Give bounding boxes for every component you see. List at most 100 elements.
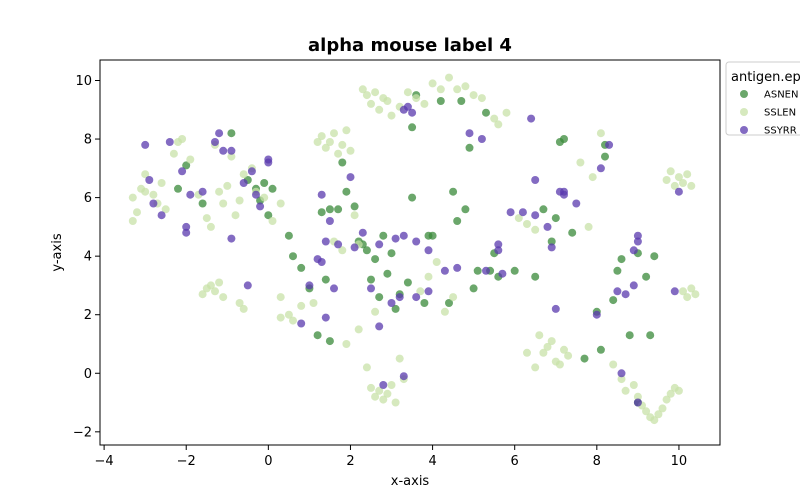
point-sslen-35 (219, 293, 228, 302)
point-ssyrr-79 (633, 231, 642, 240)
point-sslen-124 (383, 389, 392, 398)
point-asnen-17 (325, 205, 334, 214)
point-sslen-120 (367, 383, 375, 392)
point-sslen-58 (371, 88, 380, 97)
legend-label-asnen: ASNEN (764, 90, 798, 101)
point-sslen-131 (449, 293, 458, 302)
point-sslen-70 (453, 85, 462, 94)
point-sslen-139 (338, 246, 347, 255)
point-ssyrr-29 (330, 284, 338, 293)
point-sslen-92 (588, 173, 597, 182)
point-sslen-8 (169, 149, 178, 158)
y-tick-label-3: 4 (84, 250, 92, 265)
y-tick-label-0: −2 (73, 425, 92, 440)
point-ssyrr-45 (408, 108, 417, 117)
point-sslen-129 (362, 363, 371, 372)
point-sslen-126 (391, 398, 400, 407)
point-asnen-16 (321, 275, 330, 284)
point-ssyrr-80 (617, 369, 626, 378)
point-sslen-72 (469, 91, 478, 100)
point-ssyrr-40 (391, 234, 400, 243)
point-ssyrr-27 (321, 237, 330, 246)
point-sslen-37 (239, 304, 248, 313)
point-sslen-78 (523, 220, 531, 228)
point-ssyrr-37 (375, 240, 384, 249)
point-asnen-29 (379, 231, 388, 240)
point-ssyrr-2 (149, 199, 158, 208)
point-sslen-1 (133, 208, 141, 217)
point-sslen-79 (531, 225, 540, 234)
point-sslen-73 (477, 94, 486, 103)
point-sslen-68 (436, 85, 445, 94)
point-sslen-116 (679, 287, 687, 296)
legend-marker-ssyrr (740, 126, 748, 134)
point-ssyrr-69 (560, 187, 568, 196)
x-tick-label-0: −4 (95, 454, 114, 469)
point-sslen-87 (564, 351, 573, 360)
point-sslen-109 (662, 176, 671, 184)
point-ssyrr-4 (165, 138, 174, 146)
point-sslen-14 (206, 222, 215, 231)
point-sslen-132 (342, 340, 351, 348)
point-sslen-34 (215, 278, 224, 287)
point-ssyrr-25 (317, 258, 326, 266)
point-sslen-135 (416, 287, 425, 296)
x-tick-label-2: 0 (264, 454, 272, 469)
point-ssyrr-23 (305, 281, 314, 290)
point-asnen-20 (338, 158, 347, 167)
point-sslen-81 (539, 348, 548, 357)
legend: antigen.ep ASNEN SSLEN SSYRR (725, 61, 800, 137)
point-ssyrr-13 (227, 146, 236, 155)
point-ssyrr-78 (633, 237, 642, 246)
point-ssyrr-57 (494, 246, 503, 255)
point-sslen-26 (268, 217, 277, 225)
point-sslen-90 (584, 222, 593, 231)
point-sslen-56 (362, 91, 371, 100)
point-ssyrr-81 (633, 398, 642, 407)
point-sslen-108 (674, 386, 683, 395)
point-sslen-61 (383, 97, 392, 105)
point-asnen-67 (609, 296, 618, 305)
point-sslen-104 (658, 404, 667, 413)
y-ticks: −2 0 2 4 6 8 10 (73, 74, 100, 440)
point-sslen-114 (683, 170, 692, 179)
point-sslen-28 (128, 217, 137, 225)
point-sslen-82 (543, 342, 552, 351)
point-ssyrr-71 (592, 310, 601, 319)
point-asnen-0 (174, 184, 182, 193)
point-ssyrr-36 (375, 322, 384, 331)
point-ssyrr-73 (605, 140, 614, 149)
x-tick-label-4: 4 (428, 454, 436, 469)
point-sslen-117 (683, 293, 692, 302)
point-ssyrr-76 (629, 281, 638, 290)
point-ssyrr-47 (412, 237, 421, 246)
point-sslen-110 (666, 167, 675, 176)
point-ssyrr-46 (412, 293, 421, 302)
point-sslen-119 (691, 290, 700, 299)
point-sslen-27 (276, 199, 285, 208)
point-ssyrr-50 (399, 372, 408, 381)
point-sslen-20 (231, 211, 240, 220)
point-asnen-65 (601, 152, 609, 161)
point-ssyrr-42 (399, 231, 408, 240)
point-sslen-47 (325, 138, 334, 146)
point-sslen-42 (297, 301, 306, 310)
point-asnen-15 (317, 208, 326, 217)
legend-title: antigen.ep (731, 70, 800, 85)
point-sslen-112 (674, 173, 683, 182)
point-sslen-88 (531, 363, 540, 372)
x-tick-label-7: 10 (671, 454, 688, 469)
point-asnen-27 (371, 255, 380, 264)
point-asnen-8 (268, 184, 277, 193)
point-ssyrr-52 (453, 263, 462, 272)
point-asnen-56 (539, 205, 548, 214)
point-sslen-85 (555, 360, 564, 369)
point-sslen-38 (276, 293, 285, 302)
point-asnen-60 (560, 135, 568, 143)
point-sslen-96 (621, 386, 630, 395)
point-ssyrr-51 (440, 266, 449, 275)
point-sslen-93 (596, 129, 605, 138)
point-sslen-105 (662, 395, 671, 404)
point-ssyrr-5 (178, 167, 187, 176)
point-sslen-41 (289, 316, 297, 325)
